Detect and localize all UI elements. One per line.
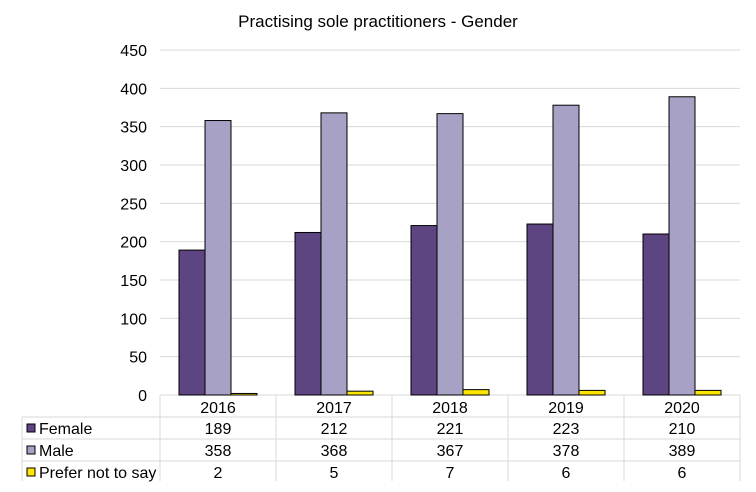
table-cell: 212 — [321, 421, 348, 438]
legend-key-prefer-not-to-say — [26, 467, 36, 477]
y-tick-label: 200 — [120, 235, 147, 252]
y-tick-label: 150 — [120, 273, 147, 290]
table-cell: 358 — [205, 443, 232, 460]
table-cell: 221 — [437, 421, 464, 438]
legend-label: Prefer not to say — [39, 465, 156, 482]
bar-prefer-not-to-say-2020 — [694, 389, 722, 396]
bar-male-2019 — [552, 104, 580, 396]
table-cell: 378 — [553, 443, 580, 460]
data-table: 2016 2017 2018 2019 2020 Female 189 212 221 223 21… — [21, 395, 741, 482]
table-cell: 210 — [669, 421, 696, 438]
legend-key-female — [26, 423, 36, 433]
legend-label: Female — [39, 421, 92, 438]
y-tick-label: 50 — [129, 350, 147, 367]
x-tick-label: 2019 — [548, 400, 584, 417]
y-tick-label: 100 — [120, 311, 147, 328]
bar-female-2020 — [642, 233, 670, 396]
bar-female-2018 — [410, 225, 438, 396]
table-cell: 2 — [214, 465, 223, 482]
y-tick-label: 0 — [138, 388, 147, 405]
table-cell: 5 — [330, 465, 339, 482]
table-cell: 368 — [321, 443, 348, 460]
x-tick-label: 2020 — [664, 400, 700, 417]
bar-male-2017 — [320, 112, 348, 396]
legend-key-male — [26, 445, 36, 455]
x-tick-label: 2018 — [432, 400, 468, 417]
bar-female-2016 — [178, 249, 206, 396]
bar-prefer-not-to-say-2019 — [578, 389, 606, 396]
legend-label: Male — [39, 443, 74, 460]
x-tick-label: 2016 — [200, 400, 236, 417]
y-tick-label: 250 — [120, 196, 147, 213]
y-tick-label: 300 — [120, 158, 147, 175]
y-tick-label: 400 — [120, 81, 147, 98]
bar-male-2016 — [204, 120, 232, 396]
y-axis-ticks: 0 50 100 150 200 250 300 350 400 450 — [120, 43, 147, 405]
bar-female-2017 — [294, 231, 322, 396]
table-cell: 367 — [437, 443, 464, 460]
table-cell: 223 — [553, 421, 580, 438]
x-tick-label: 2017 — [316, 400, 352, 417]
table-cell: 7 — [446, 465, 455, 482]
chart-title: Practising sole practitioners - Gender — [238, 12, 518, 31]
bar-male-2018 — [436, 113, 464, 396]
bar-female-2019 — [526, 223, 554, 396]
table-cell: 6 — [678, 465, 687, 482]
bar-prefer-not-to-say-2016 — [230, 392, 258, 396]
bar-prefer-not-to-say-2018 — [462, 389, 490, 396]
bar-male-2020 — [668, 96, 696, 396]
y-tick-label: 450 — [120, 43, 147, 60]
bars — [178, 96, 722, 396]
y-tick-label: 350 — [120, 120, 147, 137]
bar-prefer-not-to-say-2017 — [346, 390, 374, 396]
table-cell: 389 — [669, 443, 696, 460]
table-cell: 6 — [562, 465, 571, 482]
table-cell: 189 — [205, 421, 232, 438]
